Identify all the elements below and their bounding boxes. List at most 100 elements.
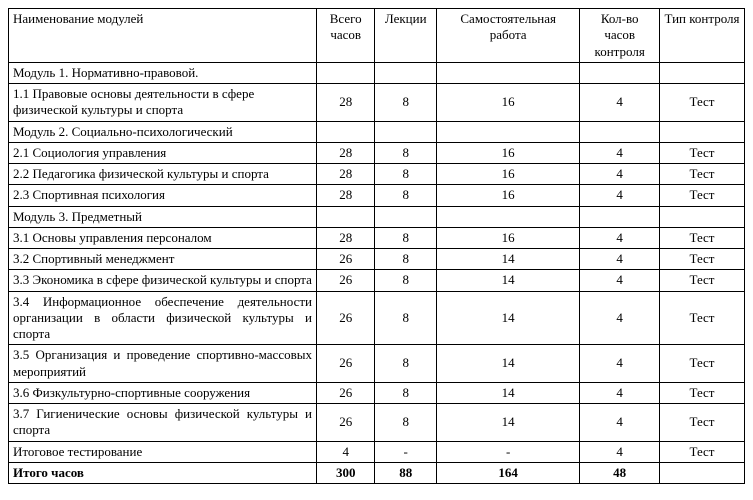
cell-total: 26 (316, 249, 374, 270)
empty-cell (316, 206, 374, 227)
table-row: Итого часов3008816448 (9, 462, 745, 483)
table-row: 1.1 Правовые основы деятельности в сфере… (9, 84, 745, 122)
empty-cell (375, 206, 437, 227)
cell-selfwork: 16 (436, 185, 579, 206)
cell-lectures: 8 (375, 270, 437, 291)
cell-control-type: Тест (660, 84, 745, 122)
cell-selfwork: 164 (436, 462, 579, 483)
empty-cell (580, 62, 660, 83)
cell-selfwork: 14 (436, 249, 579, 270)
empty-cell (580, 121, 660, 142)
cell-name: 3.5 Организация и проведение спортивно-м… (9, 345, 317, 383)
table-row: 3.5 Организация и проведение спортивно-м… (9, 345, 745, 383)
cell-name: 2.1 Социология управления (9, 142, 317, 163)
empty-cell (436, 206, 579, 227)
table-row: 3.4 Информационное обеспечение деятельно… (9, 291, 745, 345)
table-row: Модуль 2. Социально-психологический (9, 121, 745, 142)
cell-control-hours: 4 (580, 270, 660, 291)
cell-selfwork: - (436, 441, 579, 462)
cell-total: 26 (316, 291, 374, 345)
cell-lectures: 8 (375, 185, 437, 206)
cell-control-hours: 48 (580, 462, 660, 483)
cell-control-type: Тест (660, 441, 745, 462)
cell-control-hours: 4 (580, 382, 660, 403)
cell-lectures: 8 (375, 291, 437, 345)
table-header: Наименование модулей Всего часов Лекции … (9, 9, 745, 63)
cell-control-type: Тест (660, 249, 745, 270)
cell-total: 26 (316, 382, 374, 403)
table-row: 3.2 Спортивный менеджмент268144Тест (9, 249, 745, 270)
cell-lectures: 8 (375, 249, 437, 270)
cell-control-type: Тест (660, 404, 745, 442)
cell-control-type: Тест (660, 164, 745, 185)
cell-selfwork: 14 (436, 345, 579, 383)
cell-lectures: 8 (375, 164, 437, 185)
cell-control-hours: 4 (580, 404, 660, 442)
cell-control-type: Тест (660, 270, 745, 291)
empty-cell (580, 206, 660, 227)
table-row: Итоговое тестирование4--4Тест (9, 441, 745, 462)
curriculum-table: Наименование модулей Всего часов Лекции … (8, 8, 745, 484)
cell-total: 28 (316, 142, 374, 163)
cell-name: 3.4 Информационное обеспечение деятельно… (9, 291, 317, 345)
cell-name: 3.1 Основы управления персоналом (9, 227, 317, 248)
cell-control-hours: 4 (580, 291, 660, 345)
table-body: Модуль 1. Нормативно-правовой.1.1 Правов… (9, 62, 745, 483)
cell-name: 3.2 Спортивный менеджмент (9, 249, 317, 270)
col-ctrlh: Кол-во часов контроля (580, 9, 660, 63)
cell-total: 26 (316, 404, 374, 442)
table-row: 3.7 Гигиенические основы физической куль… (9, 404, 745, 442)
cell-name: 3.7 Гигиенические основы физической куль… (9, 404, 317, 442)
cell-selfwork: 16 (436, 142, 579, 163)
cell-total: 28 (316, 185, 374, 206)
cell-lectures: - (375, 441, 437, 462)
cell-control-hours: 4 (580, 164, 660, 185)
col-lec: Лекции (375, 9, 437, 63)
cell-control-type: Тест (660, 227, 745, 248)
empty-cell (375, 121, 437, 142)
col-name: Наименование модулей (9, 9, 317, 63)
cell-total: 26 (316, 345, 374, 383)
empty-cell (375, 62, 437, 83)
cell-control-hours: 4 (580, 249, 660, 270)
module-title: Модуль 1. Нормативно-правовой. (9, 62, 317, 83)
table-row: Модуль 1. Нормативно-правовой. (9, 62, 745, 83)
cell-selfwork: 14 (436, 270, 579, 291)
table-row: 2.2 Педагогика физической культуры и спо… (9, 164, 745, 185)
table-row: 2.3 Спортивная психология288164Тест (9, 185, 745, 206)
cell-control-type: Тест (660, 345, 745, 383)
cell-total: 28 (316, 84, 374, 122)
cell-total: 4 (316, 441, 374, 462)
cell-selfwork: 14 (436, 404, 579, 442)
cell-lectures: 8 (375, 404, 437, 442)
cell-name: Итоговое тестирование (9, 441, 317, 462)
cell-control-hours: 4 (580, 142, 660, 163)
module-title: Модуль 2. Социально-психологический (9, 121, 317, 142)
cell-lectures: 8 (375, 84, 437, 122)
table-row: 3.3 Экономика в сфере физической культур… (9, 270, 745, 291)
cell-name: 3.6 Физкультурно-спортивные сооружения (9, 382, 317, 403)
empty-cell (436, 121, 579, 142)
cell-selfwork: 16 (436, 84, 579, 122)
cell-selfwork: 16 (436, 164, 579, 185)
cell-control-type: Тест (660, 142, 745, 163)
empty-cell (660, 206, 745, 227)
table-row: 3.1 Основы управления персоналом288164Те… (9, 227, 745, 248)
cell-total: 300 (316, 462, 374, 483)
table-row: 3.6 Физкультурно-спортивные сооружения26… (9, 382, 745, 403)
cell-total: 28 (316, 164, 374, 185)
table-row: Модуль 3. Предметный (9, 206, 745, 227)
cell-lectures: 8 (375, 227, 437, 248)
cell-name: 1.1 Правовые основы деятельности в сфере… (9, 84, 317, 122)
col-type: Тип контроля (660, 9, 745, 63)
cell-control-type: Тест (660, 291, 745, 345)
cell-lectures: 8 (375, 345, 437, 383)
cell-name: 3.3 Экономика в сфере физической культур… (9, 270, 317, 291)
cell-selfwork: 16 (436, 227, 579, 248)
col-total: Всего часов (316, 9, 374, 63)
cell-control-hours: 4 (580, 84, 660, 122)
cell-selfwork: 14 (436, 382, 579, 403)
cell-name: 2.3 Спортивная психология (9, 185, 317, 206)
empty-cell (660, 62, 745, 83)
cell-lectures: 88 (375, 462, 437, 483)
